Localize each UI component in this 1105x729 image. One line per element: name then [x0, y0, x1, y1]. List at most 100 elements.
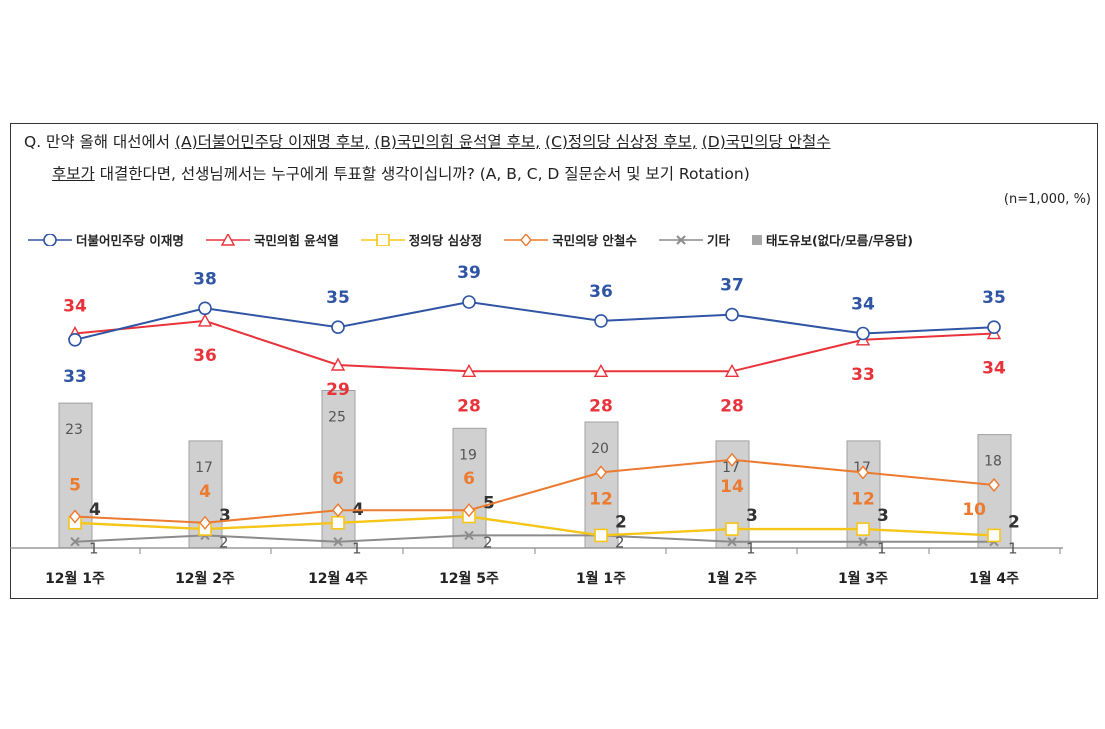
square-marker-2-2: [331, 515, 345, 530]
x-tick-label-7: 1월 4주: [969, 570, 1019, 587]
undecided-label-7: 18: [984, 454, 1002, 470]
diamond-marker-3-6: [857, 465, 869, 480]
option-d: (D)국민의당 안철수: [701, 133, 831, 151]
x-marker-stroke: [333, 536, 343, 547]
question-prefix: Q. 만약 올해 대선에서: [24, 133, 170, 151]
option-d-cont: 후보가: [52, 165, 95, 183]
data-label-2-6: 3: [877, 506, 889, 526]
series-line-3: [74, 458, 995, 524]
circle-marker-0-2: [331, 320, 345, 335]
diamond-marker-3-5: [726, 452, 738, 467]
data-label-1-3: 28: [457, 396, 481, 416]
x-marker-stroke: [727, 536, 737, 547]
legend-label: 기타: [706, 233, 730, 248]
data-label-0-4: 36: [589, 282, 613, 302]
legend-item-3: 국민의당 안철수: [504, 230, 637, 249]
data-label-4-0: 1: [89, 540, 99, 558]
data-label-3-2: 6: [332, 469, 344, 489]
x-marker-4-5: [727, 536, 737, 547]
square-marker-2-5: [725, 522, 739, 536]
legend-swatch: [751, 234, 762, 245]
legend-item-2: 정의당 심상정: [360, 230, 483, 249]
option-b: (B)국민의힘 윤석열 후보,: [374, 133, 541, 151]
series-line-1: [74, 319, 995, 373]
data-label-1-4: 28: [589, 396, 613, 416]
legend-item-4: 기타: [658, 230, 730, 249]
data-label-4-5: 1: [746, 540, 756, 558]
data-label-3-5: 14: [720, 477, 744, 497]
triangle-marker-1-1: [197, 313, 213, 327]
option-a: (A)더불어민주당 이재명 후보,: [174, 133, 370, 151]
x-tick-label-6: 1월 3주: [838, 570, 888, 587]
undecided-label-2: 25: [328, 410, 346, 426]
data-label-3-0: 5: [69, 476, 81, 496]
data-label-0-1: 38: [193, 269, 217, 289]
triangle-marker-1-3: [461, 363, 477, 377]
undecided-label-0: 23: [65, 422, 83, 438]
square-marker-2-7: [987, 528, 1001, 543]
circle-marker-0-4: [594, 314, 608, 328]
legend-swatch: [205, 233, 250, 246]
data-label-2-7: 2: [1008, 512, 1020, 532]
triangle-marker-1-4: [593, 363, 609, 377]
circle-marker-0-5: [725, 307, 739, 322]
series-line-4: [74, 534, 994, 543]
x-marker-stroke: [70, 536, 80, 547]
x-marker-4-3: [464, 530, 474, 541]
data-label-0-5: 37: [720, 276, 744, 296]
circle-marker-0-0: [68, 332, 82, 347]
undecided-label-1: 17: [195, 460, 213, 476]
x-tick-label-5: 1월 2주: [707, 570, 757, 587]
legend-label: 국민의힘 윤석열: [253, 233, 339, 248]
diamond-marker-3-4: [595, 465, 607, 480]
x-marker-stroke: [858, 536, 868, 547]
data-label-2-5: 3: [746, 506, 758, 526]
legend-label: 태도유보(없다/모름/무응답): [765, 233, 914, 248]
legend-item-1: 국민의힘 윤석열: [205, 230, 339, 249]
data-label-2-0: 4: [89, 500, 101, 520]
question-rest: 대결한다면, 선생님께서는 누구에게 투표할 생각이십니까? (A, B, C,…: [99, 165, 750, 183]
circle-marker-0-1: [198, 301, 212, 316]
square-marker-legend: [375, 233, 390, 246]
data-label-0-3: 39: [457, 263, 481, 283]
data-label-0-7: 35: [982, 288, 1006, 308]
undecided-label-3: 19: [459, 447, 477, 463]
x-marker-4-6: [858, 536, 868, 547]
legend-item-5: 태도유보(없다/모름/무응답): [751, 230, 914, 249]
legend-swatch: [504, 233, 549, 246]
legend-label: 더불어민주당 이재명: [76, 233, 184, 248]
legend-item-0: 더불어민주당 이재명: [28, 230, 184, 249]
data-label-3-6: 12: [851, 489, 875, 509]
data-label-1-1: 36: [193, 346, 217, 366]
circle-marker-0-3: [462, 295, 476, 309]
diamond-marker-3-3: [463, 503, 475, 518]
x-marker-4-0: [70, 536, 80, 547]
legend-label: 정의당 심상정: [408, 233, 483, 248]
data-label-4-4: 2: [615, 533, 625, 551]
x-tick-label-3: 12월 5주: [439, 570, 499, 587]
diamond-marker-3-1: [199, 515, 211, 530]
legend-swatch: [28, 233, 72, 246]
series-line-0: [74, 300, 995, 341]
data-label-1-6: 33: [851, 365, 875, 385]
data-label-3-7: 10: [962, 500, 986, 520]
x-tick-label-1: 12월 2주: [175, 570, 235, 587]
data-label-0-6: 34: [851, 295, 875, 315]
series-line-2: [74, 515, 995, 537]
option-c: (C)정의당 심상정 후보,: [545, 133, 697, 151]
x-marker-4-2: [333, 536, 343, 547]
data-label-4-2: 1: [352, 540, 362, 558]
data-label-0-0: 33: [63, 367, 87, 387]
undecided-label-4: 20: [591, 441, 609, 457]
undecided-label-5: 17: [722, 460, 740, 476]
data-label-3-3: 6: [463, 469, 475, 489]
x-marker-stroke: [676, 234, 686, 245]
data-label-4-3: 2: [483, 533, 493, 551]
question-line-2: 후보가 대결한다면, 선생님께서는 누구에게 투표할 생각이십니까? (A, B…: [52, 162, 750, 184]
circle-marker-0-6: [856, 326, 870, 341]
diamond-marker-3-0: [69, 509, 81, 524]
diamond-marker-3-2: [332, 503, 344, 518]
undecided-bar-4: [584, 421, 619, 549]
data-label-2-4: 2: [615, 512, 627, 532]
